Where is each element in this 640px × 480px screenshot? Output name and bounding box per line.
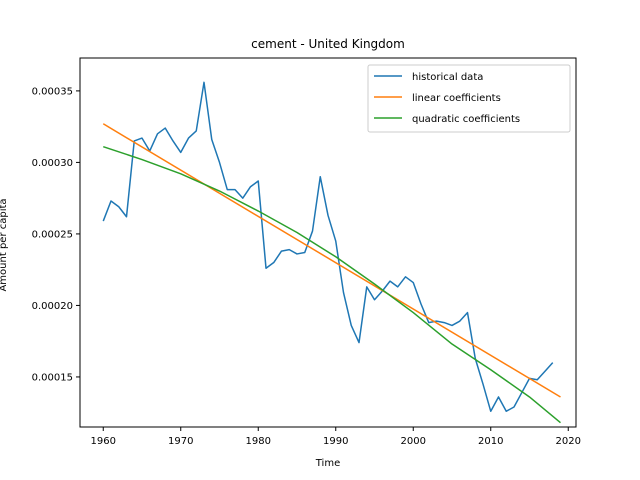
y-tick-label: 0.00015 bbox=[32, 372, 73, 383]
chart-title: cement - United Kingdom bbox=[251, 37, 405, 51]
x-tick-label: 1960 bbox=[91, 436, 116, 447]
legend: historical data linear coefficients quadra… bbox=[367, 64, 571, 133]
y-tick-label: 0.00020 bbox=[32, 301, 73, 312]
x-tick-label: 1970 bbox=[168, 436, 193, 447]
series-line-1 bbox=[102, 81, 554, 413]
x-tick-label: 2020 bbox=[556, 436, 581, 447]
y-tick-label: 0.00030 bbox=[32, 158, 73, 169]
legend-entry: historical data bbox=[412, 72, 483, 83]
y-axis: 0.00015 0.00020 0.00025 0.00030 0.00035 bbox=[32, 86, 80, 383]
legend-entry: linear coefficients bbox=[412, 93, 501, 104]
x-axis: 1960 1970 1980 1990 2000 2010 2020 bbox=[91, 427, 581, 447]
x-tick-label: 1990 bbox=[323, 436, 348, 447]
x-tick-label: 1980 bbox=[246, 436, 271, 447]
y-tick-label: 0.00035 bbox=[32, 86, 73, 97]
series-line-3 bbox=[103, 145, 561, 424]
y-tick-label: 0.00025 bbox=[32, 229, 73, 240]
legend-box bbox=[367, 64, 571, 133]
x-tick-label: 2010 bbox=[478, 436, 503, 447]
series-lines bbox=[102, 81, 561, 424]
x-axis-label: Time bbox=[315, 458, 340, 469]
series-line-2 bbox=[102, 123, 561, 398]
legend-entry: quadratic coefficients bbox=[412, 114, 520, 125]
y-axis-label: Amount per capita bbox=[0, 198, 9, 291]
plot-frame bbox=[79, 57, 577, 428]
x-tick-label: 2000 bbox=[401, 436, 426, 447]
